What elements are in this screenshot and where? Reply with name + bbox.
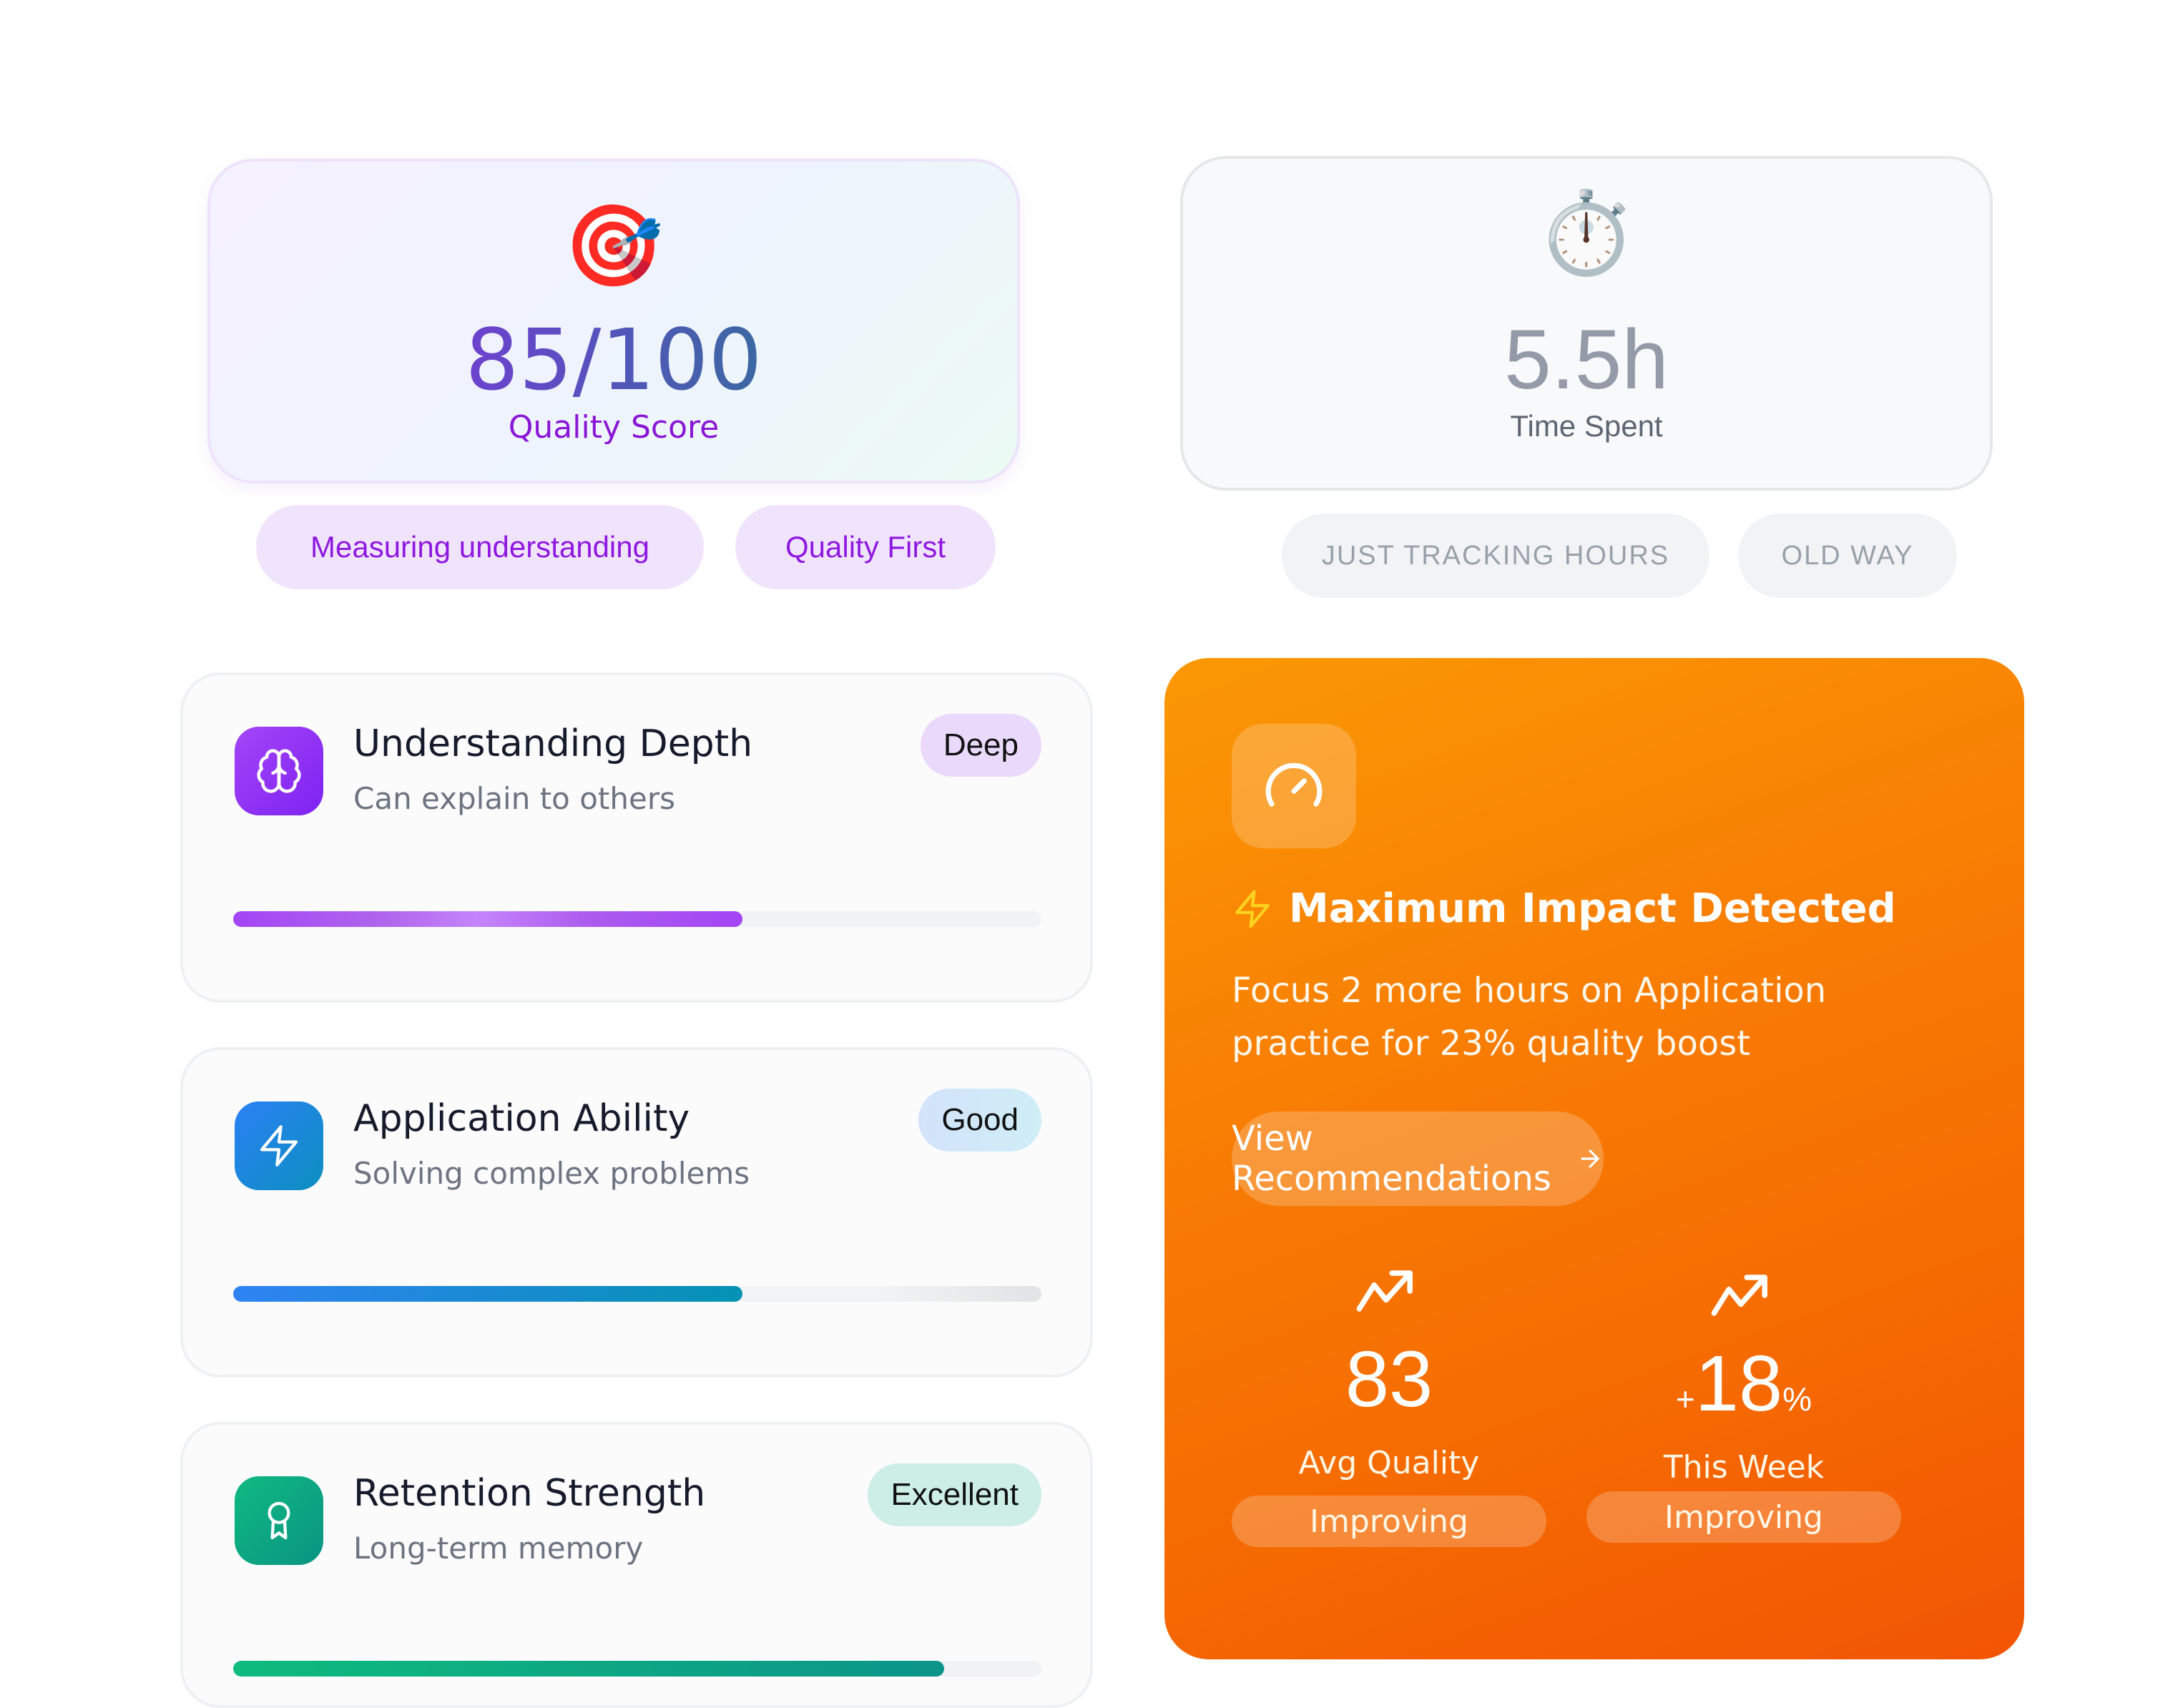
insight-title: Maximum Impact Detected [1232,885,1896,932]
stat-label: This Week [1663,1449,1825,1486]
view-recommendations-button[interactable]: View Recommendations [1232,1111,1604,1206]
tag-old-way: OLD WAY [1738,514,1957,598]
stat-value: 83 [1345,1335,1433,1423]
status-badge: Good [918,1089,1041,1152]
time-spent-value: 5.5h [1504,313,1669,407]
insight-title-text: Maximum Impact Detected [1289,885,1896,932]
status-badge: Deep [920,714,1041,777]
progress-bar [233,1661,1041,1677]
quality-score-card: 🎯 85/100 Quality Score [207,159,1020,484]
stat-badge: Improving [1586,1491,1901,1543]
tag-quality-first: Quality First [735,505,996,589]
view-recommendations-label: View Recommendations [1232,1119,1551,1199]
progress-fill [233,1286,742,1302]
stat-avg-quality: 83 Avg Quality Improving [1232,1266,1546,1547]
tag-just-tracking-hours: JUST TRACKING HOURS [1282,514,1709,598]
stat-suffix: % [1782,1380,1812,1418]
gauge-icon [1232,724,1356,848]
trending-up-icon [1356,1270,1413,1312]
stat-prefix: + [1675,1380,1695,1418]
metric-card-retention-strength: Retention Strength Long-term memory Exce… [180,1422,1093,1708]
trending-up-icon [1711,1275,1767,1316]
progress-bar [233,1286,1041,1302]
progress-bar [233,911,1041,927]
lightning-icon [235,1101,323,1190]
metric-card-understanding-depth: Understanding Depth Can explain to other… [180,672,1093,1003]
metric-title: Retention Strength [353,1472,706,1515]
stat-value: 18 [1694,1340,1783,1428]
metric-title: Understanding Depth [353,722,753,765]
time-spent-card: ⏱️ 5.5h Time Spent [1180,156,1993,491]
stopwatch-icon: ⏱️ [1536,187,1637,280]
lightning-icon [1235,890,1270,928]
stat-badge: Improving [1232,1496,1546,1547]
metric-subtitle: Can explain to others [353,781,675,816]
progress-fill [233,911,742,927]
arrow-right-icon [1581,1149,1599,1168]
metric-subtitle: Solving complex problems [353,1156,750,1191]
stat-value-row: +18% [1586,1345,1901,1423]
award-ribbon-icon [235,1476,323,1565]
quality-score-label: Quality Score [508,409,720,446]
brain-icon [235,727,323,815]
impact-insight-card: Maximum Impact Detected Focus 2 more hou… [1164,658,2024,1659]
stat-this-week: +18% This Week Improving [1586,1270,1901,1543]
stat-value-row: 83 [1232,1340,1546,1419]
quality-score-value: 85/100 [210,318,1017,402]
status-badge: Excellent [868,1463,1041,1526]
metric-title: Application Ability [353,1097,690,1140]
insight-description: Focus 2 more hours on Application practi… [1232,971,1827,1064]
metric-card-application-ability: Application Ability Solving complex prob… [180,1047,1093,1378]
progress-fill [233,1661,945,1677]
target-icon: 🎯 [564,200,664,293]
time-spent-label: Time Spent [1510,409,1663,443]
stat-label: Avg Quality [1298,1445,1480,1481]
tag-measuring-understanding: Measuring understanding [256,505,704,589]
metric-subtitle: Long-term memory [353,1531,644,1566]
